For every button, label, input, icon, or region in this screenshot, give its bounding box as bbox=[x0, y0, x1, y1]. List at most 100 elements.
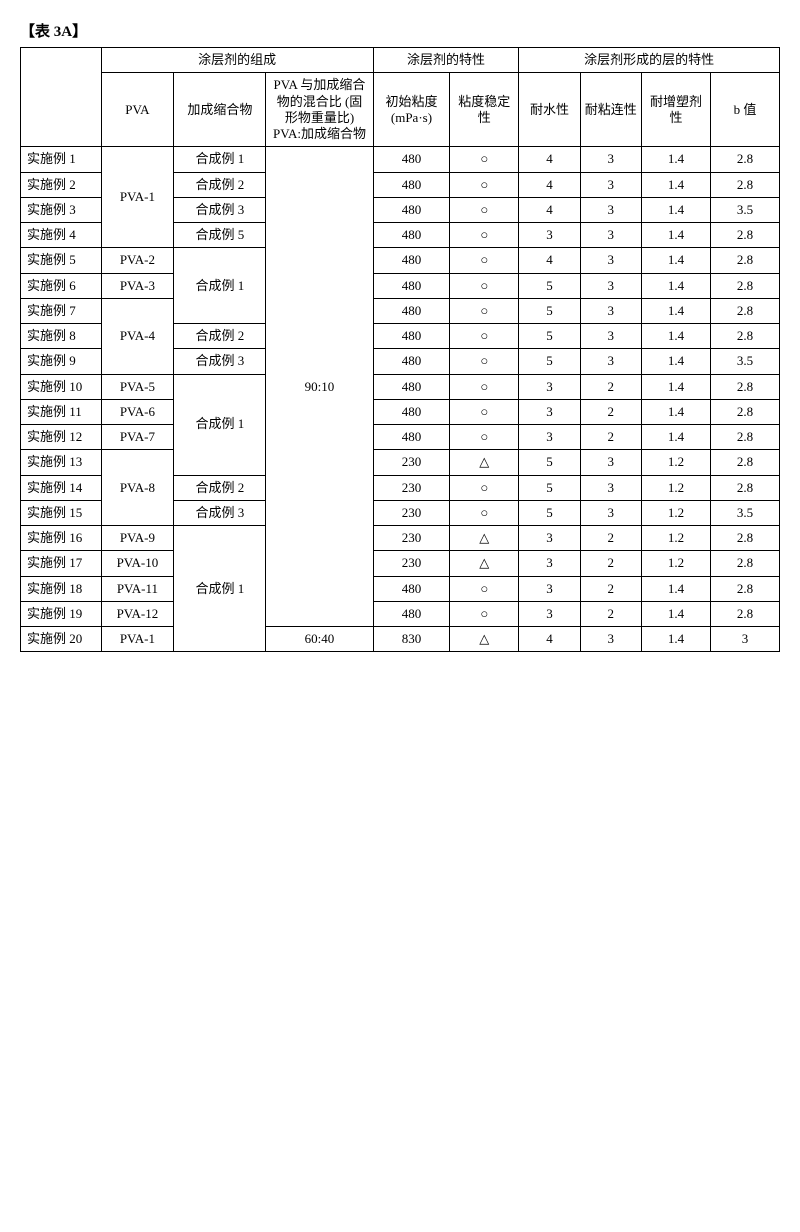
viscosity-cell: 480 bbox=[373, 324, 450, 349]
table-row: 实施例 12PVA-7480○321.42.8 bbox=[21, 425, 780, 450]
bvalue-cell: 3.5 bbox=[710, 500, 779, 525]
table-caption: 【表 3A】 bbox=[20, 20, 780, 41]
pva-cell: PVA-6 bbox=[101, 399, 174, 424]
pva-cell: PVA-11 bbox=[101, 576, 174, 601]
table-row: 实施例 13PVA-8230△531.22.8 bbox=[21, 450, 780, 475]
addition-cell: 合成例 1 bbox=[174, 526, 266, 652]
stability-cell: ○ bbox=[450, 399, 519, 424]
water-res-cell: 5 bbox=[519, 273, 580, 298]
table-row: 实施例 16PVA-9合成例 1230△321.22.8 bbox=[21, 526, 780, 551]
addition-cell: 合成例 2 bbox=[174, 475, 266, 500]
adhesion-cell: 2 bbox=[580, 399, 641, 424]
pva-cell: PVA-10 bbox=[101, 551, 174, 576]
stability-cell: △ bbox=[450, 627, 519, 652]
addition-cell: 合成例 2 bbox=[174, 324, 266, 349]
plasticizer-cell: 1.4 bbox=[641, 248, 710, 273]
viscosity-cell: 480 bbox=[373, 349, 450, 374]
viscosity-cell: 230 bbox=[373, 450, 450, 475]
header-group-coating-prop: 涂层剂的特性 bbox=[373, 48, 519, 73]
pva-cell: PVA-5 bbox=[101, 374, 174, 399]
bvalue-cell: 2.8 bbox=[710, 273, 779, 298]
table-row: 实施例 6PVA-3480○531.42.8 bbox=[21, 273, 780, 298]
pva-cell: PVA-2 bbox=[101, 248, 174, 273]
viscosity-cell: 480 bbox=[373, 298, 450, 323]
water-res-cell: 5 bbox=[519, 475, 580, 500]
header-pva: PVA bbox=[101, 73, 174, 147]
data-table: 涂层剂的组成 涂层剂的特性 涂层剂形成的层的特性 PVA 加成缩合物 PVA 与… bbox=[20, 47, 780, 652]
water-res-cell: 5 bbox=[519, 324, 580, 349]
header-addition: 加成缩合物 bbox=[174, 73, 266, 147]
bvalue-cell: 3.5 bbox=[710, 349, 779, 374]
viscosity-cell: 230 bbox=[373, 551, 450, 576]
plasticizer-cell: 1.4 bbox=[641, 197, 710, 222]
bvalue-cell: 2.8 bbox=[710, 298, 779, 323]
row-label: 实施例 8 bbox=[21, 324, 102, 349]
viscosity-cell: 230 bbox=[373, 526, 450, 551]
addition-cell: 合成例 1 bbox=[174, 248, 266, 324]
ratio-cell: 60:40 bbox=[266, 627, 373, 652]
water-res-cell: 3 bbox=[519, 551, 580, 576]
water-res-cell: 4 bbox=[519, 248, 580, 273]
header-ratio: PVA 与加成缩合物的混合比 (固形物重量比) PVA:加成缩合物 bbox=[266, 73, 373, 147]
stability-cell: ○ bbox=[450, 273, 519, 298]
pva-cell: PVA-7 bbox=[101, 425, 174, 450]
stability-cell: ○ bbox=[450, 374, 519, 399]
stability-cell: △ bbox=[450, 450, 519, 475]
viscosity-cell: 480 bbox=[373, 374, 450, 399]
adhesion-cell: 3 bbox=[580, 298, 641, 323]
stability-cell: ○ bbox=[450, 223, 519, 248]
header-bvalue: b 值 bbox=[710, 73, 779, 147]
table-row: 实施例 10PVA-5合成例 1480○321.42.8 bbox=[21, 374, 780, 399]
plasticizer-cell: 1.2 bbox=[641, 475, 710, 500]
bvalue-cell: 3 bbox=[710, 627, 779, 652]
table-row: 实施例 17PVA-10230△321.22.8 bbox=[21, 551, 780, 576]
row-label: 实施例 2 bbox=[21, 172, 102, 197]
bvalue-cell: 2.8 bbox=[710, 172, 779, 197]
water-res-cell: 5 bbox=[519, 349, 580, 374]
viscosity-cell: 480 bbox=[373, 197, 450, 222]
plasticizer-cell: 1.4 bbox=[641, 223, 710, 248]
water-res-cell: 4 bbox=[519, 172, 580, 197]
addition-cell: 合成例 5 bbox=[174, 223, 266, 248]
table-row: 实施例 20PVA-160:40830△431.43 bbox=[21, 627, 780, 652]
stability-cell: ○ bbox=[450, 147, 519, 172]
row-label: 实施例 16 bbox=[21, 526, 102, 551]
plasticizer-cell: 1.4 bbox=[641, 425, 710, 450]
row-label: 实施例 5 bbox=[21, 248, 102, 273]
adhesion-cell: 3 bbox=[580, 475, 641, 500]
header-stability: 粘度稳定性 bbox=[450, 73, 519, 147]
adhesion-cell: 3 bbox=[580, 324, 641, 349]
plasticizer-cell: 1.4 bbox=[641, 147, 710, 172]
bvalue-cell: 2.8 bbox=[710, 324, 779, 349]
adhesion-cell: 2 bbox=[580, 576, 641, 601]
adhesion-cell: 2 bbox=[580, 526, 641, 551]
plasticizer-cell: 1.4 bbox=[641, 349, 710, 374]
bvalue-cell: 2.8 bbox=[710, 450, 779, 475]
adhesion-cell: 2 bbox=[580, 425, 641, 450]
table-header: 涂层剂的组成 涂层剂的特性 涂层剂形成的层的特性 PVA 加成缩合物 PVA 与… bbox=[21, 48, 780, 147]
addition-cell: 合成例 3 bbox=[174, 349, 266, 374]
adhesion-cell: 3 bbox=[580, 450, 641, 475]
table-row: 实施例 11PVA-6480○321.42.8 bbox=[21, 399, 780, 424]
header-adhesion: 耐粘连性 bbox=[580, 73, 641, 147]
plasticizer-cell: 1.2 bbox=[641, 500, 710, 525]
viscosity-cell: 480 bbox=[373, 576, 450, 601]
water-res-cell: 3 bbox=[519, 425, 580, 450]
pva-cell: PVA-1 bbox=[101, 147, 174, 248]
bvalue-cell: 2.8 bbox=[710, 576, 779, 601]
adhesion-cell: 2 bbox=[580, 551, 641, 576]
bvalue-cell: 2.8 bbox=[710, 425, 779, 450]
stability-cell: ○ bbox=[450, 475, 519, 500]
viscosity-cell: 480 bbox=[373, 147, 450, 172]
row-label: 实施例 17 bbox=[21, 551, 102, 576]
water-res-cell: 5 bbox=[519, 500, 580, 525]
plasticizer-cell: 1.4 bbox=[641, 576, 710, 601]
header-group-composition: 涂层剂的组成 bbox=[101, 48, 373, 73]
water-res-cell: 3 bbox=[519, 601, 580, 626]
bvalue-cell: 2.8 bbox=[710, 147, 779, 172]
table-row: 实施例 7PVA-4480○531.42.8 bbox=[21, 298, 780, 323]
stability-cell: ○ bbox=[450, 601, 519, 626]
stability-cell: △ bbox=[450, 551, 519, 576]
row-label: 实施例 19 bbox=[21, 601, 102, 626]
adhesion-cell: 3 bbox=[580, 172, 641, 197]
